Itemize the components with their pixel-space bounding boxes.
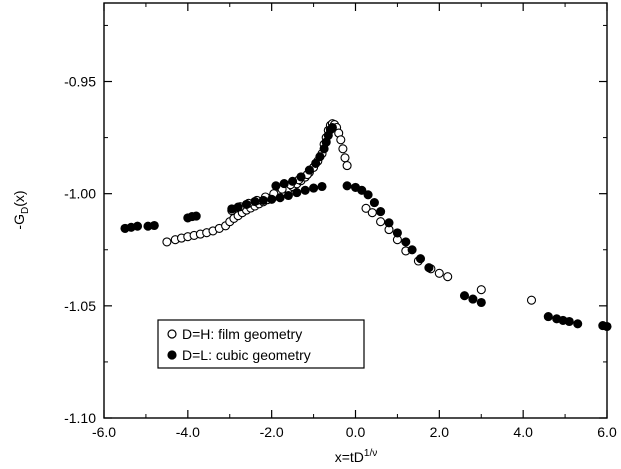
y-axis-title-suffix: (x) <box>11 190 27 206</box>
cubic-geometry-point <box>401 237 411 247</box>
x-axis-title-superscript: 1/ν <box>364 448 377 459</box>
cubic-geometry-point <box>315 152 325 162</box>
cubic-geometry-point <box>275 193 285 203</box>
cubic-geometry-point <box>602 321 612 332</box>
cubic-geometry-point <box>241 199 252 209</box>
cubic-geometry-point <box>407 245 417 255</box>
film-geometry-point <box>376 217 386 227</box>
x-tick-label: 4.0 <box>513 424 533 440</box>
y-axis-title-subscript: D <box>20 207 31 214</box>
film-geometry-point <box>162 237 172 247</box>
legend-box <box>157 319 365 369</box>
cubic-geometry-point <box>357 185 367 195</box>
film-geometry-point <box>367 208 377 218</box>
film-geometry-point <box>336 135 346 145</box>
legend-label-cubic: D=L: cubic geometry <box>182 347 311 363</box>
legend-label-film: D=H: film geometry <box>182 326 302 342</box>
x-tick-label: -4.0 <box>176 424 200 440</box>
cubic-geometry-point <box>304 165 314 175</box>
cubic-geometry-point <box>459 291 470 301</box>
cubic-geometry-point <box>233 202 243 212</box>
legend-marker-cubic <box>167 350 177 360</box>
film-geometry-point <box>443 272 453 282</box>
cubic-geometry-point <box>296 172 306 182</box>
film-geometry-point <box>361 203 371 213</box>
data-marks <box>120 119 612 332</box>
cubic-geometry-point <box>384 218 394 228</box>
x-tick-label: 2.0 <box>430 424 450 440</box>
y-axis-title: -GD(x) <box>11 190 31 229</box>
cubic-geometry-point <box>191 211 201 221</box>
cubic-geometry-point <box>342 181 352 191</box>
film-geometry-point <box>526 295 537 305</box>
cubic-geometry-point <box>564 316 574 327</box>
y-axis-title-main: -G <box>11 214 27 230</box>
cubic-geometry-point <box>149 220 159 231</box>
cubic-geometry-point <box>543 312 553 322</box>
cubic-geometry-point <box>250 196 260 207</box>
cubic-geometry-point <box>292 188 302 198</box>
x-axis-title: x=tD1/ν <box>335 448 378 465</box>
cubic-geometry-point <box>573 319 583 329</box>
legend: D=H: film geometry D=L: cubic geometry <box>157 319 365 369</box>
cubic-geometry-point <box>476 297 486 308</box>
cubic-geometry-point <box>317 181 327 192</box>
x-tick-label: 6.0 <box>597 424 617 440</box>
x-axis-title-main: x=tD <box>335 449 364 465</box>
y-tick-label: -1.00 <box>64 186 96 202</box>
cubic-geometry-point <box>392 228 402 238</box>
cubic-geometry-point <box>132 221 143 231</box>
y-tick-label: -0.95 <box>64 74 96 90</box>
legend-marker-film <box>167 329 177 339</box>
cubic-geometry-point <box>300 185 310 195</box>
cubic-geometry-point <box>327 122 337 133</box>
x-tick-label: -2.0 <box>260 424 284 440</box>
axis-ticks: -6.0 -4.0 -2.0 0.0 2.0 4.0 6.0 -1.10 -1.05 -1.00 -… <box>64 3 617 440</box>
film-geometry-point <box>342 161 352 171</box>
cubic-geometry-point <box>283 190 293 201</box>
film-geometry-point <box>476 285 486 295</box>
cubic-geometry-point <box>424 263 434 273</box>
cubic-geometry-point <box>376 207 386 217</box>
cubic-geometry-point <box>415 254 426 264</box>
cubic-geometry-point <box>258 195 268 205</box>
x-tick-label: -6.0 <box>92 424 116 440</box>
x-tick-label: 0.0 <box>346 424 366 440</box>
cubic-geometry-point <box>369 198 379 208</box>
cubic-geometry-point <box>309 183 319 193</box>
film-geometry-point <box>338 144 348 154</box>
cubic-geometry-point <box>279 179 289 189</box>
y-tick-label: -1.10 <box>64 410 96 426</box>
cubic-geometry-point <box>363 190 373 200</box>
film-geometry-point <box>340 153 350 163</box>
cubic-geometry-point <box>311 158 321 168</box>
cubic-geometry-point <box>468 294 478 304</box>
cubic-geometry-point <box>288 176 298 186</box>
cubic-geometry-point <box>271 181 281 191</box>
y-tick-label: -1.05 <box>64 298 96 314</box>
film-geometry-point <box>434 268 444 278</box>
cubic-geometry-point <box>267 194 277 204</box>
